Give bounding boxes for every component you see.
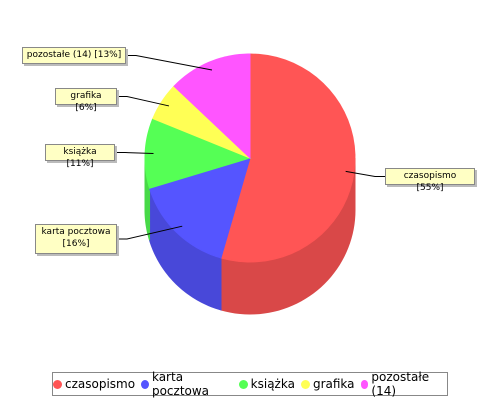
slice [173,53,251,160]
legend-marker [141,379,149,389]
legend-item: grafika [300,377,355,391]
legend-marker [238,379,248,389]
legend-label: grafika [312,377,355,391]
legend: czasopismo karta pocztowa książka grafika po… [52,370,448,398]
legend-item: czasopismo [53,377,135,391]
legend-label: pozostałe (14) [371,370,430,398]
legend-label: karta pocztowa [151,370,210,398]
legend-item: pozostałe (14) [360,370,447,398]
legend-label: czasopismo [65,377,136,391]
leader-line [117,225,183,240]
leader-line [345,170,385,177]
data-label: grafika [6%] [55,88,117,113]
leader-line [117,96,170,107]
legend-marker [300,379,310,389]
legend-marker [53,379,62,389]
legend-marker [360,379,369,389]
legend-item: karta pocztowa [141,370,233,398]
data-label: karta pocztowa [16%] [35,224,117,254]
slice [148,157,251,259]
slice [152,85,251,159]
legend-label: książka [250,377,295,391]
leader-line [115,152,154,155]
data-label: pozostałe (14) [13%] [22,47,126,64]
data-label: książka [11%] [45,144,115,169]
legend-item: książka [238,377,295,391]
data-label: czasopismo [55%] [385,168,475,193]
leader-line [126,55,213,71]
